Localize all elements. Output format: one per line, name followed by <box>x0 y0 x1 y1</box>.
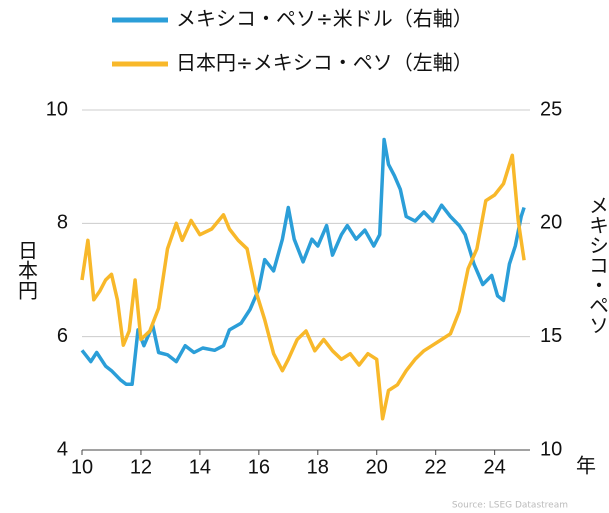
x-tick-label: 12 <box>130 456 152 478</box>
y2-tick-label: 20 <box>540 212 562 234</box>
x-tick-label: 10 <box>71 456 93 478</box>
x-tick-label: 22 <box>425 456 447 478</box>
series-line <box>80 153 526 421</box>
x-tick-label: 18 <box>307 456 329 478</box>
y2-tick-label: 10 <box>540 438 562 460</box>
y2-tick-label: 25 <box>540 98 562 120</box>
legend-label: 日本円÷メキシコ・ペソ（左軸） <box>176 51 473 75</box>
source: Source: LSEG Datastream <box>452 501 568 511</box>
x-tick-label: 14 <box>189 456 211 478</box>
series-line <box>80 137 526 387</box>
y-tick-label: 8 <box>57 212 68 234</box>
x-axis-unit: 年 <box>576 454 596 477</box>
y2-axis-label: メキシコ・ペソ <box>586 195 609 335</box>
legend-label: メキシコ・ペソ÷米ドル（右軸） <box>176 7 473 31</box>
x-tick-label: 24 <box>484 456 506 478</box>
x-tick-label: 20 <box>366 456 388 478</box>
y-tick-label: 6 <box>57 325 68 347</box>
x-tick-label: 16 <box>248 456 270 478</box>
y-tick-label: 10 <box>46 98 68 120</box>
y2-tick-label: 15 <box>540 325 562 347</box>
y-tick-label: 4 <box>57 438 68 460</box>
y-axis-label: 日本円 <box>15 240 39 300</box>
